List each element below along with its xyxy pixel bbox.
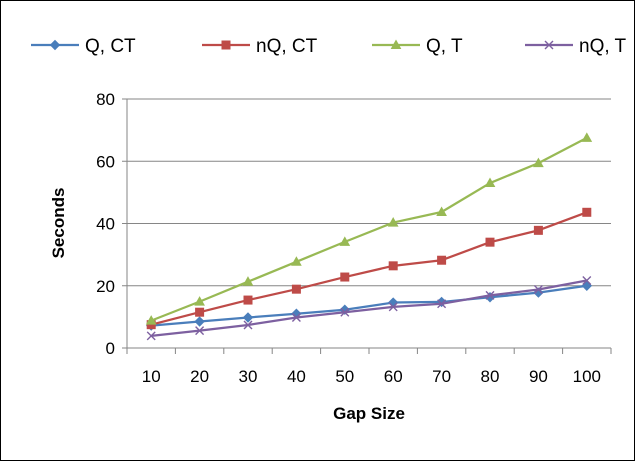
series-q-t-point bbox=[484, 177, 496, 188]
series-q-t bbox=[145, 132, 593, 325]
series-nq-t-point-stroke-b bbox=[340, 307, 350, 317]
series-nq-t-point-stroke-b bbox=[533, 284, 543, 294]
legend-item-q-t-label: Q, T bbox=[426, 36, 463, 57]
series-q-t-point bbox=[436, 206, 447, 216]
x-tick-labels: 10 20 30 40 50 60 70 80 90 100 bbox=[142, 367, 601, 386]
series-q-t-point bbox=[581, 132, 593, 142]
y-tick-label: 20 bbox=[96, 277, 115, 296]
series-nq-t-point bbox=[243, 320, 253, 330]
legend-item-q-ct: Q, CT bbox=[31, 36, 136, 57]
series-nq-ct-point bbox=[533, 225, 543, 235]
series-nq-ct-point bbox=[388, 261, 398, 271]
series-nq-t-point bbox=[291, 313, 301, 322]
series-nq-t-point bbox=[582, 275, 592, 285]
series-nq-ct-line bbox=[150, 211, 588, 326]
legend-item-nq-ct-marker bbox=[221, 40, 231, 50]
x-tick-label: 40 bbox=[287, 367, 306, 386]
series-nq-t-point bbox=[437, 299, 447, 309]
series-nq-ct-point bbox=[437, 255, 447, 265]
x-tick-label: 10 bbox=[142, 367, 161, 386]
legend-item-nq-t-marker bbox=[544, 40, 554, 50]
series-q-ct bbox=[145, 280, 593, 331]
series-nq-ct bbox=[146, 207, 592, 330]
series-nq-ct-point bbox=[340, 272, 350, 282]
series-q-t-point bbox=[533, 157, 544, 168]
series-nq-ct-point bbox=[243, 295, 253, 305]
y-tick-label: 60 bbox=[96, 152, 115, 171]
series-nq-t-line bbox=[151, 279, 588, 337]
x-tick-label: 70 bbox=[432, 367, 451, 386]
series-nq-t-point-stroke-b bbox=[195, 326, 205, 336]
series-nq-ct-point bbox=[582, 207, 592, 217]
series-q-ct-point bbox=[581, 280, 593, 291]
legend-item-q-t-marker bbox=[390, 39, 402, 49]
series-nq-t bbox=[146, 275, 592, 341]
series-q-t-line bbox=[150, 136, 588, 322]
y-axis-title: Seconds bbox=[49, 188, 68, 259]
legend: Q, CT nQ, CT Q, T nQ, T bbox=[31, 36, 627, 57]
series-q-t-point bbox=[242, 276, 254, 286]
x-tick-label: 80 bbox=[481, 367, 500, 386]
series-q-ct-line bbox=[151, 284, 587, 327]
x-tick-label: 50 bbox=[335, 367, 354, 386]
series-q-t-point bbox=[387, 217, 399, 227]
series-q-ct-point bbox=[194, 316, 205, 327]
y-tick-label: 0 bbox=[106, 339, 115, 358]
legend-item-q-t: Q, T bbox=[372, 36, 463, 57]
legend-item-nq-ct-label: nQ, CT bbox=[256, 36, 318, 57]
axes bbox=[122, 98, 612, 354]
series-nq-t-point-stroke-b bbox=[146, 331, 156, 341]
series-nq-t-point bbox=[195, 326, 205, 336]
legend-item-nq-t-marker-stroke-b bbox=[544, 40, 554, 50]
series-lines bbox=[145, 132, 593, 341]
series-nq-t-point bbox=[340, 307, 350, 317]
x-tick-label: 90 bbox=[529, 367, 548, 386]
x-axis-title: Gap Size bbox=[333, 404, 405, 423]
x-tick-label: 60 bbox=[384, 367, 403, 386]
series-nq-t-point-stroke-b bbox=[388, 302, 398, 312]
legend-item-nq-t-label: nQ, T bbox=[579, 36, 627, 57]
legend-item-nq-t: nQ, T bbox=[525, 36, 627, 57]
y-tick-label: 40 bbox=[96, 215, 115, 234]
legend-item-q-ct-label: Q, CT bbox=[85, 36, 136, 57]
x-tick-label: 100 bbox=[573, 367, 601, 386]
x-tick-label: 30 bbox=[239, 367, 258, 386]
series-nq-ct-point bbox=[195, 307, 205, 317]
series-nq-t-point-stroke-b bbox=[485, 290, 495, 300]
series-q-t-point bbox=[145, 315, 157, 325]
series-nq-t-point bbox=[146, 331, 156, 341]
series-nq-t-point-stroke-b bbox=[582, 275, 592, 285]
series-q-t-point bbox=[291, 256, 302, 266]
series-nq-t-point bbox=[388, 302, 398, 312]
legend-item-q-ct-marker bbox=[49, 39, 61, 51]
series-nq-t-point bbox=[485, 290, 495, 300]
legend-item-nq-ct: nQ, CT bbox=[202, 36, 318, 57]
series-nq-t-point-stroke-b bbox=[243, 320, 253, 330]
series-nq-t-point-stroke-b bbox=[291, 313, 301, 322]
gridlines bbox=[127, 98, 611, 287]
x-tick-label: 20 bbox=[190, 367, 209, 386]
series-q-t-point bbox=[194, 296, 205, 306]
series-q-ct-point bbox=[242, 312, 254, 323]
series-nq-t-point bbox=[533, 284, 543, 294]
y-tick-label: 80 bbox=[96, 90, 115, 109]
series-nq-ct-point bbox=[291, 284, 301, 294]
series-nq-t-point-stroke-b bbox=[437, 299, 447, 309]
series-q-t-point bbox=[339, 236, 351, 246]
y-tick-labels: 0 20 40 60 80 bbox=[96, 90, 115, 358]
series-nq-ct-point bbox=[485, 237, 495, 247]
